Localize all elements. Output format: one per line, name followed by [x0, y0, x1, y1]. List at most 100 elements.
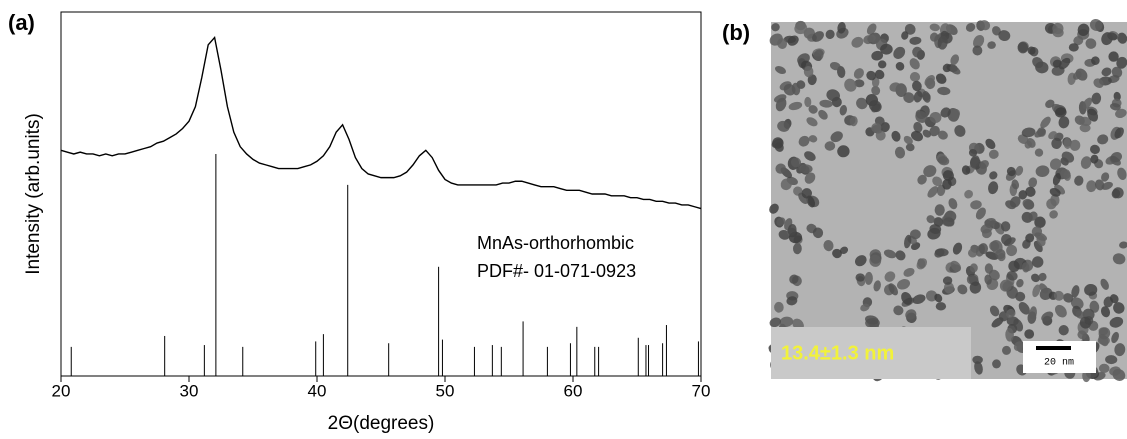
nanoparticle — [905, 309, 917, 320]
nanoparticle — [1069, 139, 1081, 151]
nanoparticle — [1011, 179, 1020, 190]
nanoparticle — [901, 291, 913, 305]
nanoparticle — [1105, 355, 1118, 365]
nanoparticle — [871, 50, 884, 61]
nanoparticle — [851, 36, 864, 48]
nanoparticle — [1049, 187, 1061, 197]
nanoparticle — [779, 316, 794, 327]
y-axis-label: Intensity (arb.units) — [23, 113, 44, 275]
nanoparticle — [990, 240, 1003, 254]
nanoparticle — [1090, 154, 1099, 164]
x-tick-label: 70 — [692, 381, 711, 400]
nanoparticle — [1111, 66, 1123, 78]
nanoparticle — [1001, 234, 1012, 245]
nanoparticle — [942, 217, 955, 227]
nanoparticle — [839, 246, 849, 254]
nanoparticle — [1093, 78, 1104, 88]
nanoparticle — [992, 26, 1001, 36]
nanoparticle — [880, 43, 893, 55]
nanoparticle — [1024, 140, 1033, 149]
nanoparticle — [1034, 216, 1046, 229]
nanoparticle — [883, 249, 897, 259]
nanoparticle — [808, 105, 818, 114]
nanoparticle — [801, 188, 812, 199]
nanoparticle — [864, 271, 873, 285]
nanoparticle — [911, 130, 923, 142]
nanoparticle — [934, 248, 945, 258]
nanoparticle — [925, 290, 938, 302]
nanoparticle — [790, 157, 802, 168]
nanoparticle — [1046, 198, 1057, 210]
nanoparticle — [1077, 330, 1087, 340]
nanoparticle — [1058, 57, 1071, 70]
nanoparticle — [942, 178, 952, 190]
nanoparticle — [889, 82, 901, 92]
tem-image — [768, 18, 1127, 383]
nanoparticle — [865, 315, 879, 325]
nanoparticle — [1109, 103, 1121, 111]
nanoparticle — [819, 99, 833, 108]
x-tick-label: 60 — [564, 381, 583, 400]
nanoparticle — [869, 254, 882, 267]
nanoparticle — [1084, 283, 1098, 296]
nanoparticle — [1045, 99, 1055, 108]
nanoparticle — [984, 274, 992, 285]
nanoparticle — [978, 243, 989, 255]
nanoparticle — [1112, 253, 1126, 265]
nanoparticle — [1063, 293, 1074, 303]
nanoparticle — [998, 30, 1011, 42]
nanoparticle — [1030, 273, 1040, 283]
nanoparticle — [1013, 341, 1024, 351]
nanoparticle — [937, 130, 948, 140]
nanoparticle — [964, 189, 974, 199]
nanoparticle — [949, 65, 961, 75]
nanoparticle — [804, 151, 816, 161]
nanoparticle — [936, 75, 946, 84]
nanoparticle — [871, 122, 882, 133]
nanoparticle — [1111, 189, 1121, 199]
nanoparticle — [989, 305, 1000, 317]
nanoparticle — [787, 224, 797, 236]
nanoparticle — [1077, 23, 1090, 36]
nanoparticle — [825, 29, 835, 40]
nanoparticle — [1058, 116, 1070, 129]
nanoparticle — [1079, 123, 1091, 133]
nanoparticle — [1049, 210, 1058, 219]
nanoparticle — [988, 149, 999, 159]
nanoparticle — [904, 23, 916, 35]
nanoparticle — [849, 116, 858, 127]
nanoparticle — [806, 117, 818, 127]
nanoparticle — [1013, 318, 1024, 332]
nanoparticle — [997, 253, 1006, 262]
nanoparticle — [1091, 56, 1100, 65]
nanoparticle — [988, 269, 1000, 281]
nanoparticle — [1006, 271, 1018, 281]
nanoparticle — [888, 283, 898, 296]
nanoparticle — [923, 165, 937, 178]
nanoparticle — [1039, 283, 1049, 294]
nanoparticle — [1041, 311, 1054, 322]
nanoparticle — [844, 78, 857, 92]
label-box — [771, 327, 971, 379]
nanoparticle — [1058, 325, 1069, 336]
nanoparticle — [1022, 198, 1035, 210]
nanoparticle — [1091, 92, 1102, 105]
nanoparticle — [1110, 151, 1123, 163]
nanoparticle — [1052, 173, 1061, 186]
nanoparticle — [780, 178, 792, 191]
nanoparticle — [818, 109, 828, 120]
nanoparticle — [1054, 304, 1067, 318]
nanoparticle — [769, 317, 782, 328]
nanoparticle — [1027, 46, 1036, 55]
nanoparticle — [913, 90, 923, 103]
nanoparticle — [1005, 200, 1017, 210]
nanoparticle — [832, 248, 842, 259]
nanoparticle — [893, 305, 904, 316]
nanoparticle — [1049, 158, 1062, 170]
nanoparticle — [854, 79, 865, 88]
nanoparticle — [934, 204, 945, 216]
nanoparticle — [950, 54, 960, 66]
nanoparticle — [975, 207, 986, 220]
nanoparticle — [952, 242, 963, 255]
nanoparticle — [839, 104, 847, 116]
